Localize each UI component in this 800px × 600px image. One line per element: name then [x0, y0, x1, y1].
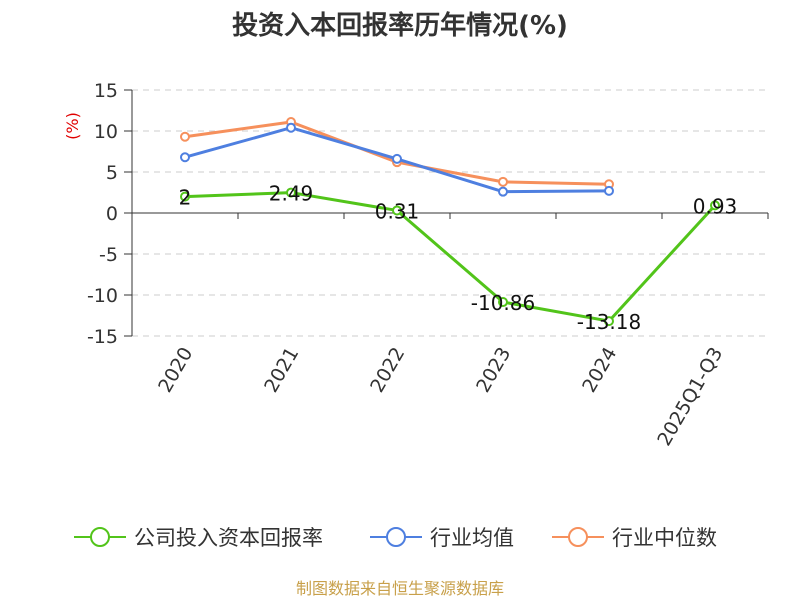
data-point — [604, 185, 614, 196]
data-point — [392, 153, 402, 164]
x-tick-label: 2021 — [260, 344, 303, 397]
data-label: -13.18 — [577, 310, 641, 334]
legend-label: 行业中位数 — [612, 526, 717, 550]
y-tick-label: 15 — [94, 80, 118, 102]
data-point — [498, 176, 508, 187]
legend: 公司投入资本回报率 行业均值 行业中位数 — [74, 526, 717, 550]
data-label: 2 — [179, 186, 192, 210]
legend-label: 公司投入资本回报率 — [134, 526, 323, 550]
data-point — [286, 122, 296, 133]
grid-lines — [132, 89, 768, 337]
data-point — [180, 152, 190, 163]
data-point — [498, 186, 508, 197]
y-tick-label: -15 — [87, 326, 118, 348]
x-tick-label: 2022 — [366, 344, 409, 397]
x-tick-label: 2023 — [472, 344, 515, 397]
data-label: 0.31 — [375, 199, 420, 223]
data-point — [180, 131, 190, 142]
x-tick-label: 2025Q1-Q3 — [653, 344, 727, 450]
data-point — [498, 297, 508, 308]
legend-label: 行业均值 — [430, 526, 514, 550]
x-tick-label: 2024 — [578, 344, 621, 397]
data-point — [180, 191, 190, 202]
data-labels: 2 2.49 0.31 -10.86 -13.18 0.93 — [179, 182, 738, 334]
data-label: -10.86 — [471, 291, 535, 315]
data-point — [710, 200, 720, 211]
data-label: 2.49 — [269, 182, 314, 206]
chart-title: 投资入本回报率历年情况(%) — [232, 10, 568, 41]
data-point — [286, 187, 296, 198]
y-tick-label: 5 — [106, 162, 118, 184]
data-point — [604, 316, 614, 327]
y-tick-label: 10 — [94, 121, 118, 143]
y-tick-label: 0 — [106, 203, 118, 225]
y-tick-label: -5 — [99, 244, 118, 266]
y-tick-label: -10 — [87, 285, 118, 307]
source-note: 制图数据来自恒生聚源数据库 — [296, 579, 504, 598]
data-point — [392, 205, 402, 216]
legend-marker — [386, 527, 406, 547]
y-axis-unit-label: (%) — [63, 112, 82, 140]
legend-marker — [568, 527, 588, 547]
legend-marker — [90, 527, 110, 547]
data-label: 0.93 — [693, 194, 738, 218]
x-tick-label: 2020 — [154, 344, 197, 397]
series-line — [184, 191, 717, 323]
series-lines — [180, 116, 720, 327]
